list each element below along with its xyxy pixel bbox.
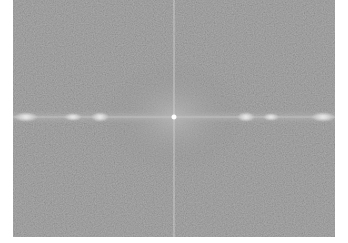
page: Spectrum {} html, body { margin: 0; padd… — [0, 0, 348, 243]
page-body — [0, 0, 348, 243]
spectrum-view — [0, 0, 348, 243]
dc-peak — [172, 115, 177, 120]
